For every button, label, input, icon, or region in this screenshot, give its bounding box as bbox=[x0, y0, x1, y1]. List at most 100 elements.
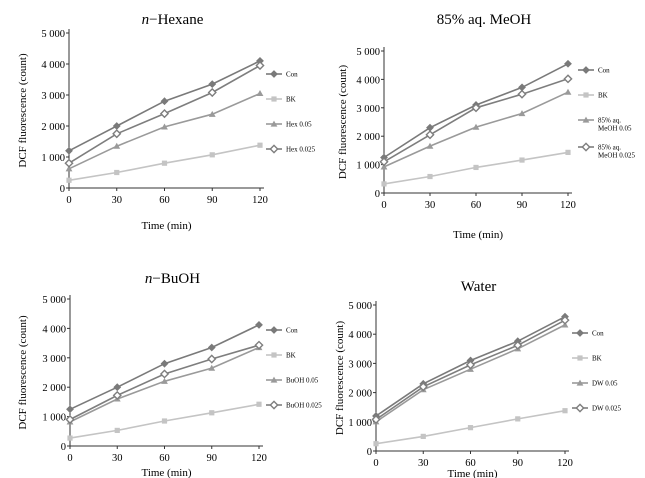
chart-title-prefix: n bbox=[142, 12, 150, 28]
y-tick-label: 5 000 bbox=[348, 301, 372, 312]
x-tick-label: 30 bbox=[425, 200, 436, 211]
data-point-bk bbox=[373, 441, 379, 447]
x-tick-label: 30 bbox=[112, 195, 123, 206]
legend-label: DW 0.05 bbox=[592, 380, 618, 388]
y-tick-label: 1 000 bbox=[356, 161, 380, 172]
data-point-bk bbox=[467, 425, 474, 431]
data-point-con bbox=[160, 97, 169, 106]
legend-label: 85% aq. MeOH 0.05 bbox=[598, 117, 632, 133]
data-point-hex-0-025 bbox=[112, 129, 122, 139]
legend-label: BuOH 0.025 bbox=[286, 402, 322, 410]
data-point-85-aq-meoh-0-025 bbox=[517, 89, 527, 99]
x-axis-label: Time (min) bbox=[447, 468, 497, 478]
legend-label: Con bbox=[592, 330, 604, 338]
data-point-hex-0-05 bbox=[113, 142, 121, 149]
data-point-hex-0-05 bbox=[65, 165, 73, 172]
data-point-bk bbox=[565, 149, 571, 155]
chart-title: n−Hexane bbox=[142, 12, 204, 28]
y-tick-label: 5 000 bbox=[41, 29, 65, 40]
x-axis-label: Time (min) bbox=[141, 220, 191, 232]
y-tick-label: 0 bbox=[60, 184, 65, 195]
data-point-bk bbox=[257, 142, 263, 148]
y-tick-label: 1 000 bbox=[42, 413, 66, 424]
chart-panel-2: 85% aq. MeOH 0 1 000 2 000 3 000 4 000 5 000 0 3… bbox=[337, 12, 635, 241]
x-tick-label: 90 bbox=[207, 195, 218, 206]
y-tick-label: 3 000 bbox=[42, 354, 66, 365]
data-point-85-aq-meoh-0-025 bbox=[379, 157, 389, 167]
y-axis-label: DCF fluorescence (count) bbox=[17, 53, 29, 168]
x-tick-label: 60 bbox=[159, 453, 170, 464]
y-tick-label: 5 000 bbox=[356, 47, 380, 58]
data-point-con bbox=[208, 80, 217, 89]
data-point-85-aq-meoh-0-05 bbox=[426, 142, 434, 149]
data-point-bk bbox=[473, 164, 479, 171]
chart-panel-4: Water 0 1 000 2 000 3 000 4 000 5 000 0 30 60 90 12… bbox=[334, 279, 622, 478]
legend-label: DW 0.025 bbox=[592, 405, 622, 413]
data-point-85-aq-meoh-0-025 bbox=[563, 74, 573, 84]
x-tick-label: 60 bbox=[159, 195, 170, 206]
chart-title: 85% aq. MeOH bbox=[437, 12, 532, 28]
data-point-hex-0-05 bbox=[208, 110, 216, 117]
chart-panel-3: n−BuOH 0 1 000 2 000 3 000 4 000 5 000 0 30 60 90 1… bbox=[17, 271, 322, 478]
series-line-dw-0-05 bbox=[375, 324, 566, 423]
x-tick-label: 30 bbox=[418, 458, 429, 469]
data-point-hex-0-025 bbox=[255, 60, 265, 71]
y-tick-label: 0 bbox=[367, 447, 372, 458]
y-tick-label: 4 000 bbox=[42, 324, 66, 335]
chart-title-prefix: n bbox=[145, 271, 153, 287]
y-axis-label: DCF fluorescence (count) bbox=[17, 315, 29, 430]
data-point-con bbox=[66, 405, 74, 414]
legend-marker bbox=[270, 120, 278, 127]
x-axis-label: Time (min) bbox=[141, 467, 191, 478]
legend-label: BK bbox=[592, 355, 602, 363]
legend-marker bbox=[576, 379, 584, 386]
x-tick-label: 120 bbox=[252, 195, 268, 206]
legend-label: Con bbox=[286, 327, 298, 335]
data-point-bk bbox=[114, 427, 120, 434]
data-point-con bbox=[160, 359, 169, 368]
data-point-85-aq-meoh-0-025 bbox=[471, 103, 481, 113]
y-tick-label: 1 000 bbox=[41, 153, 65, 164]
y-axis-label: DCF fluorescence (count) bbox=[337, 65, 349, 180]
legend-marker bbox=[582, 116, 590, 123]
data-point-85-aq-meoh-0-05 bbox=[518, 110, 526, 117]
y-tick-label: 4 000 bbox=[348, 330, 372, 341]
legend-label: Hex 0.05 bbox=[286, 121, 312, 129]
y-tick-label: 3 000 bbox=[41, 91, 65, 102]
y-tick-label: 2 000 bbox=[42, 383, 66, 394]
data-point-bk bbox=[515, 416, 521, 422]
x-tick-label: 120 bbox=[557, 458, 573, 469]
data-point-con bbox=[112, 122, 121, 130]
legend-marker bbox=[269, 400, 279, 410]
data-point-bk bbox=[562, 408, 568, 414]
data-point-dw-0-025 bbox=[513, 340, 523, 350]
data-point-hex-0-05 bbox=[161, 123, 168, 130]
legend-marker bbox=[575, 403, 585, 413]
chart-title-rest: −Hexane bbox=[149, 12, 204, 28]
x-tick-label: 0 bbox=[66, 195, 71, 206]
data-point-bk bbox=[67, 435, 73, 441]
chart-title-rest: −BuOH bbox=[152, 271, 200, 287]
legend-marker bbox=[577, 355, 583, 361]
legend-marker bbox=[271, 352, 277, 358]
legend-marker bbox=[269, 144, 279, 154]
data-point-bk bbox=[420, 433, 426, 439]
data-point-85-aq-meoh-0-05 bbox=[564, 88, 572, 95]
legend-label: BuOH 0.05 bbox=[286, 377, 319, 385]
data-point-dw-0-025 bbox=[465, 360, 476, 370]
legend-label: BK bbox=[286, 352, 296, 360]
data-point-bk bbox=[209, 410, 215, 416]
x-tick-label: 0 bbox=[67, 453, 72, 464]
data-point-buoh-0-025 bbox=[207, 354, 217, 364]
legend-marker bbox=[271, 96, 277, 102]
data-point-hex-0-025 bbox=[159, 109, 170, 119]
data-point-bk bbox=[209, 152, 215, 158]
data-point-bk bbox=[66, 177, 72, 183]
legend-marker bbox=[576, 329, 584, 337]
legend-label: Con bbox=[598, 67, 610, 75]
data-point-bk bbox=[161, 160, 168, 166]
legend-label: Con bbox=[286, 71, 298, 79]
y-tick-label: 4 000 bbox=[356, 75, 380, 86]
y-tick-label: 1 000 bbox=[348, 418, 372, 429]
data-point-85-aq-meoh-0-05 bbox=[380, 163, 388, 170]
